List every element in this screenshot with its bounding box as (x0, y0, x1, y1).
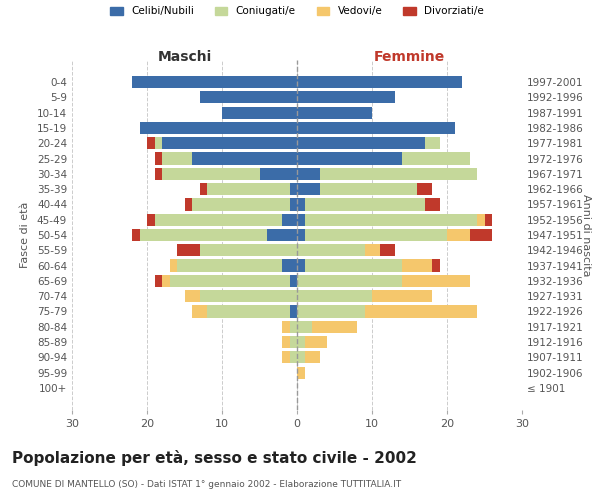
Bar (297, 366, 305, 379)
Bar (297, 336, 305, 348)
Legend: Celibi/Nubili, Coniugati/e, Vedovi/e, Divorziati/e: Celibi/Nubili, Coniugati/e, Vedovi/e, Di… (106, 2, 488, 21)
Bar (139, 122, 297, 134)
Bar (162, 168, 260, 180)
Bar (305, 352, 320, 364)
Text: Maschi: Maschi (157, 50, 212, 64)
Bar (297, 183, 320, 195)
Bar (305, 229, 447, 241)
Bar (185, 198, 192, 210)
Bar (282, 260, 297, 272)
Bar (177, 244, 199, 256)
Bar (365, 244, 380, 256)
Bar (199, 290, 297, 302)
Bar (402, 260, 432, 272)
Bar (155, 168, 162, 180)
Bar (185, 290, 199, 302)
Bar (290, 183, 297, 195)
Bar (267, 229, 297, 241)
Bar (297, 76, 462, 88)
Bar (162, 275, 170, 287)
Bar (425, 137, 439, 149)
Bar (290, 352, 297, 364)
Bar (155, 275, 162, 287)
Bar (155, 214, 282, 226)
Bar (199, 244, 297, 256)
Bar (485, 214, 492, 226)
Bar (297, 229, 305, 241)
Bar (199, 91, 297, 104)
Bar (297, 152, 402, 164)
Bar (199, 183, 207, 195)
Text: Femmine: Femmine (374, 50, 445, 64)
Bar (372, 290, 432, 302)
Bar (297, 198, 305, 210)
Bar (297, 275, 402, 287)
Bar (170, 275, 290, 287)
Bar (162, 152, 192, 164)
Bar (147, 137, 155, 149)
Bar (192, 306, 207, 318)
Bar (297, 214, 305, 226)
Bar (282, 336, 290, 348)
Bar (297, 137, 425, 149)
Y-axis label: Fasce di età: Fasce di età (20, 202, 30, 268)
Text: COMUNE DI MANTELLO (SO) - Dati ISTAT 1° gennaio 2002 - Elaborazione TUTTITALIA.I: COMUNE DI MANTELLO (SO) - Dati ISTAT 1° … (12, 480, 401, 489)
Bar (177, 260, 282, 272)
Bar (297, 320, 312, 333)
Bar (297, 244, 365, 256)
Bar (305, 214, 477, 226)
Bar (290, 275, 297, 287)
Bar (320, 168, 477, 180)
Bar (260, 168, 297, 180)
Bar (432, 260, 439, 272)
Bar (155, 152, 162, 164)
Bar (132, 229, 139, 241)
Bar (282, 320, 290, 333)
Bar (290, 320, 297, 333)
Bar (297, 352, 305, 364)
Bar (162, 137, 297, 149)
Bar (297, 306, 365, 318)
Bar (447, 229, 470, 241)
Bar (417, 183, 432, 195)
Bar (365, 306, 477, 318)
Bar (312, 320, 357, 333)
Bar (297, 290, 372, 302)
Bar (290, 306, 297, 318)
Bar (282, 352, 290, 364)
Bar (297, 122, 455, 134)
Bar (305, 260, 402, 272)
Bar (477, 214, 485, 226)
Bar (192, 152, 297, 164)
Bar (402, 275, 470, 287)
Bar (282, 214, 297, 226)
Bar (207, 306, 290, 318)
Bar (192, 198, 290, 210)
Bar (290, 336, 297, 348)
Bar (155, 137, 162, 149)
Bar (305, 198, 425, 210)
Bar (207, 183, 290, 195)
Bar (147, 214, 155, 226)
Bar (170, 260, 177, 272)
Bar (425, 198, 439, 210)
Bar (297, 91, 395, 104)
Y-axis label: Anni di nascita: Anni di nascita (581, 194, 590, 276)
Bar (297, 260, 305, 272)
Bar (139, 229, 267, 241)
Bar (290, 198, 297, 210)
Bar (305, 336, 327, 348)
Bar (297, 168, 320, 180)
Bar (297, 106, 372, 118)
Text: Popolazione per età, sesso e stato civile - 2002: Popolazione per età, sesso e stato civil… (12, 450, 417, 466)
Bar (222, 106, 297, 118)
Bar (132, 76, 297, 88)
Bar (380, 244, 395, 256)
Bar (470, 229, 492, 241)
Bar (320, 183, 417, 195)
Bar (402, 152, 470, 164)
